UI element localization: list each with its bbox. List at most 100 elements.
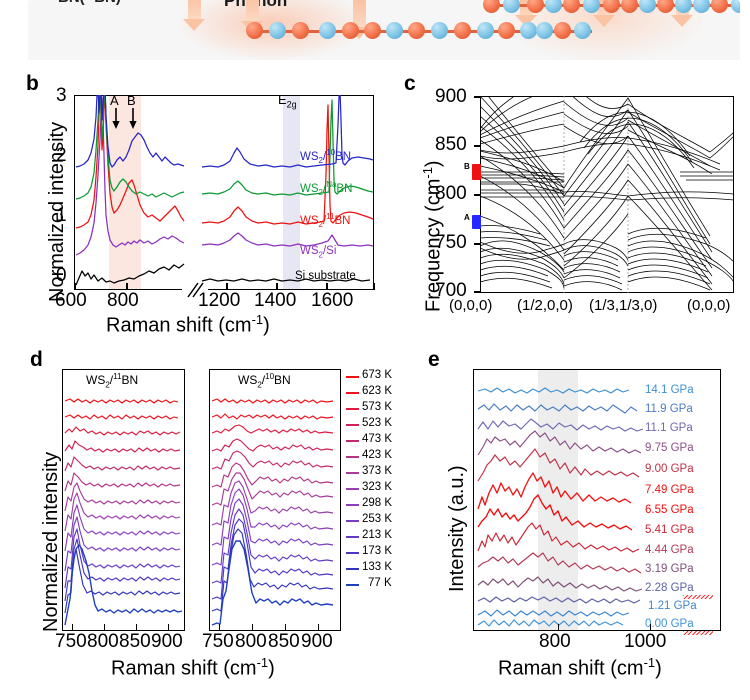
spellcheck-underline [683,631,713,635]
panel-d-xtick [219,624,221,630]
panel-b-xtick [373,283,375,290]
panel-e-trace-label-2: 11.1 GPa [645,422,693,434]
panel-c: Frequency (cm-1) 900 850 800 750 700 [404,86,750,330]
panel-b-marker-A-label: A [110,93,119,108]
panel-e-xtick-800: 800 [539,631,571,652]
legend-label: 173 K [362,545,393,557]
panel-e-trace-label-4: 9.00 GPa [645,463,694,475]
panel-d-xtick [72,624,74,630]
panel-b-xlabel: Raman shift (cm-1) [106,312,270,337]
panel-c-letter: c [404,72,416,95]
panel-c-ytick-mark [474,96,481,98]
legend-label: 77 K [368,577,392,589]
legend-label: 323 K [362,481,393,493]
panel-e-trace-label-12: 0.00 GPa [645,618,694,630]
panel-c-ytick-800: 800 [435,183,467,204]
panel-e-trace-label-7: 5.41 GPa [645,524,694,536]
panel-d-xtick [252,624,254,630]
panel-b-curve-label-1: WS2/NaBN [300,180,353,198]
panel-b-axis-break [182,282,208,298]
panel-d-subplot-2-spectra [211,398,334,626]
phonon-arrow-2 [241,0,263,33]
legend-swatch [346,552,359,554]
phonon-arrow-3 [183,0,205,31]
legend-label: 473 K [362,433,393,445]
isotope-end: BN) [94,0,121,6]
panel-d-xtick-900-a: 900 [151,631,183,652]
legend-swatch [346,568,359,570]
panel-d-subplot-1-title: WS2/11BN [86,372,139,390]
panel-b-xtick-1600: 1600 [311,290,354,311]
panel-d-xtick-850-a: 850 [119,631,151,652]
panel-c-ytick-mark [474,243,481,245]
panel-b-ytick-3: 3 [56,85,67,106]
legend-swatch [346,472,359,474]
arrow-down-icon [112,108,120,129]
panel-e-spectra [477,387,644,627]
panel-b-xtick [326,283,328,290]
legend-swatch [346,440,359,442]
panel-c-ytick-750: 750 [435,232,467,253]
panel-b-xtick-600: 600 [55,290,87,311]
panel-d-xtick [168,624,170,630]
legend-label: 623 K [362,385,393,397]
panel-b-ytick-1: 1 [56,205,67,226]
legend-label: 133 K [362,561,393,573]
panel-d-xtick-900-b: 900 [301,631,333,652]
panel-d-xtick [285,624,287,630]
panel-e-trace-label-9: 3.19 GPa [645,563,694,575]
panel-c-marker-B-label: B [464,162,470,171]
legend-label: 573 K [362,401,393,413]
atom-chain-left [246,22,606,44]
panel-b-xtick [276,283,278,290]
panel-c-dispersion [480,96,734,293]
arrow-down-icon [129,108,137,129]
panel-e: Intensity (a.u.) [428,360,750,695]
panel-b-mode-label: E2g [278,92,297,110]
panel-c-ytick-700: 700 [435,280,467,301]
panel-d-subplot-2-frame [209,369,341,631]
panel-b-band-E2g [283,96,300,289]
panel-d-xtick-800-a: 800 [87,631,119,652]
panel-c-ytick-850: 850 [435,134,467,155]
legend-label: 523 K [362,417,393,429]
panel-d-ylabel: Normalized intensity [40,451,62,632]
legend-swatch [346,456,359,458]
legend-swatch [346,536,359,538]
panel-d-xtick [104,624,106,630]
panel-b-xtick-1400: 1400 [254,290,297,311]
legend-swatch [346,408,359,410]
panel-e-highlight-band [538,370,578,630]
panel-b-curve-label-4: Si substrate [295,270,356,282]
legend-label: 253 K [362,513,393,525]
spellcheck-underline [683,595,713,599]
panel-b-xtick [74,283,76,290]
panel-d-xtick-750-a: 750 [55,631,87,652]
panel-d-xtick [136,624,138,630]
legend-label: 298 K [362,497,393,509]
legend-swatch [346,488,359,490]
mode-label-E: E [278,92,287,107]
isotope-bn-label: 10BN(11BN) [48,0,121,6]
panel-c-ytick-900: 900 [435,86,467,107]
panel-c-xtick-0: (0,0,0) [449,297,493,314]
atom-chain-right [483,0,740,18]
panel-c-xtick-3: (0,0,0) [687,297,731,314]
legend-label: 423 K [362,449,393,461]
legend-swatch [346,504,359,506]
panel-d-xtick-750-b: 750 [202,631,234,652]
panel-b-ytick-2: 2 [56,145,67,166]
legend-swatch [346,520,359,522]
panel-e-trace-label-6: 6.55 GPa [645,504,694,516]
panel-c-ytick-mark [474,291,481,293]
panel-e-trace-label-8: 4.44 GPa [645,544,694,556]
panel-c-marker-A-label: A [464,213,470,222]
legend-swatch [346,392,359,394]
panel-b-xtick [126,283,128,290]
panel-b-xtick-800: 800 [107,290,139,311]
panel-d-subplot-2-title: WS2/10BN [238,372,291,390]
panel-e-xtick-1000: 1000 [624,631,667,652]
isotope-main: BN( [58,0,85,6]
panel-b-ytick-0: 0 [56,265,67,286]
panel-d: Normalized intensity WS2/11BN [26,360,426,695]
